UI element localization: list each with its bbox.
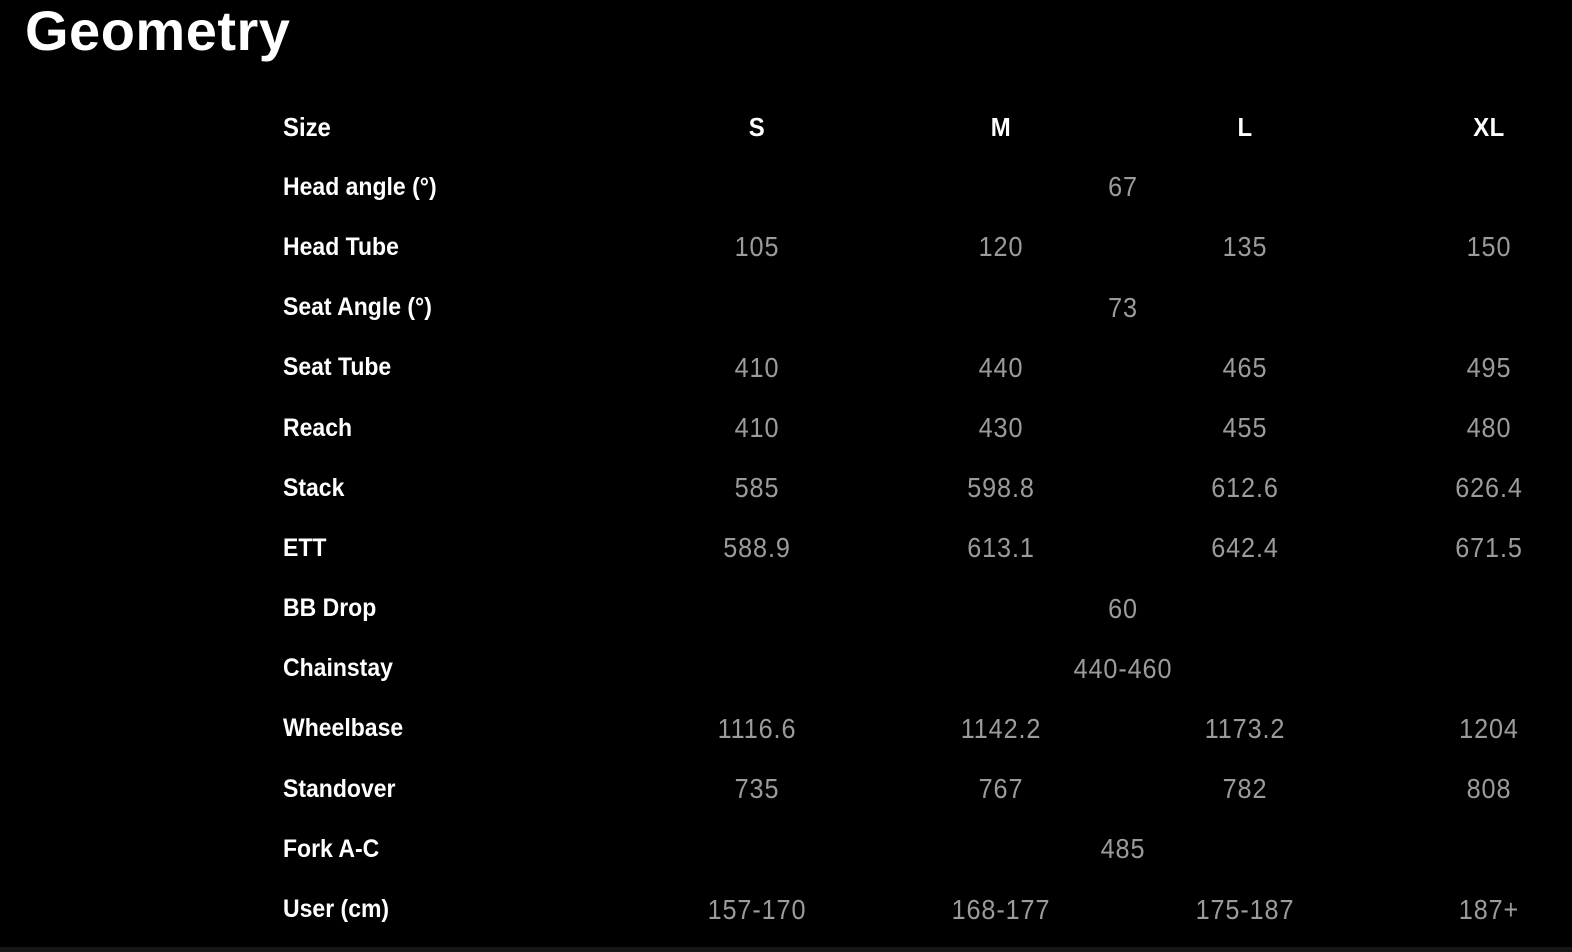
- row-label: Standover: [283, 774, 396, 803]
- row-value: 157-170: [707, 893, 807, 925]
- row-value: 612.6: [1211, 472, 1279, 504]
- row-label: User (cm): [283, 895, 390, 924]
- row-label: Wheelbase: [283, 714, 404, 743]
- row-label: ETT: [283, 533, 327, 562]
- row-label: Head angle (°): [283, 172, 437, 201]
- row-value: 410: [734, 351, 780, 383]
- row-value: 671.5: [1455, 532, 1523, 564]
- table-row: Reach 410 430 455 480: [283, 398, 1572, 458]
- row-value: 150: [1466, 231, 1512, 263]
- row-value: 455: [1222, 412, 1268, 444]
- size-header-m: M: [990, 111, 1012, 142]
- row-value: 782: [1222, 773, 1268, 805]
- row-value: 767: [978, 773, 1024, 805]
- row-value: 1204: [1459, 712, 1519, 744]
- row-value: 430: [978, 412, 1024, 444]
- table-row: Fork A-C 485: [283, 819, 1572, 879]
- table-row: Stack 585 598.8 612.6 626.4: [283, 458, 1572, 518]
- row-value: 585: [734, 472, 780, 504]
- row-value: 105: [734, 231, 780, 263]
- row-value-all-sizes: 485: [1100, 833, 1146, 865]
- row-value: 642.4: [1211, 532, 1279, 564]
- row-value: 735: [734, 773, 780, 805]
- next-section-edge: [0, 947, 1572, 952]
- row-value: 465: [1222, 351, 1268, 383]
- row-value-all-sizes: 60: [1108, 592, 1138, 624]
- row-value: 1116.6: [717, 712, 797, 744]
- row-label: Chainstay: [283, 654, 393, 683]
- row-value-all-sizes: 440-460: [1073, 652, 1173, 684]
- row-label: Reach: [283, 413, 353, 442]
- table-row: BB Drop 60: [283, 579, 1572, 639]
- size-header-s: S: [748, 111, 766, 142]
- table-row: Wheelbase 1116.6 1142.2 1173.2 1204: [283, 699, 1572, 759]
- row-value: 410: [734, 412, 780, 444]
- row-value: 626.4: [1455, 472, 1523, 504]
- row-value: 120: [978, 231, 1024, 263]
- row-value: 495: [1466, 351, 1512, 383]
- table-row: Seat Tube 410 440 465 495: [283, 338, 1572, 398]
- row-label: Fork A-C: [283, 834, 380, 863]
- row-value: 588.9: [723, 532, 791, 564]
- row-value-all-sizes: 73: [1108, 291, 1138, 323]
- row-value: 598.8: [967, 472, 1035, 504]
- table-row: Head Tube 105 120 135 150: [283, 217, 1572, 277]
- row-label: Stack: [283, 473, 345, 502]
- size-header-xl: XL: [1473, 111, 1505, 142]
- row-value: 808: [1466, 773, 1512, 805]
- row-label: Head Tube: [283, 232, 399, 261]
- row-value: 613.1: [967, 532, 1035, 564]
- row-value: 175-187: [1195, 893, 1295, 925]
- row-value: 168-177: [951, 893, 1051, 925]
- table-row: Head angle (°) 67: [283, 157, 1572, 217]
- row-value: 135: [1222, 231, 1268, 263]
- row-value: 187+: [1458, 893, 1520, 925]
- row-label: Seat Tube: [283, 353, 392, 382]
- row-value: 440: [978, 351, 1024, 383]
- table-row: Seat Angle (°) 73: [283, 278, 1572, 338]
- row-value: 1142.2: [960, 712, 1042, 744]
- row-value: 1173.2: [1204, 712, 1286, 744]
- row-label: BB Drop: [283, 594, 377, 623]
- table-row: User (cm) 157-170 168-177 175-187 187+: [283, 879, 1572, 939]
- table-row: Chainstay 440-460: [283, 639, 1572, 699]
- row-value-all-sizes: 67: [1108, 171, 1138, 203]
- geometry-table: Size S M L XL Head angle (°) 67 Head Tube 105 120…: [283, 97, 1572, 940]
- row-label: Seat Angle (°): [283, 293, 432, 322]
- row-value: 480: [1466, 412, 1512, 444]
- page-title: Geometry: [25, 0, 291, 62]
- table-header-row: Size S M L XL: [283, 97, 1572, 157]
- table-row: Standover 735 767 782 808: [283, 759, 1572, 819]
- size-header-l: L: [1237, 111, 1253, 142]
- table-row: ETT 588.9 613.1 642.4 671.5: [283, 518, 1572, 578]
- size-column-header: Size: [283, 111, 331, 142]
